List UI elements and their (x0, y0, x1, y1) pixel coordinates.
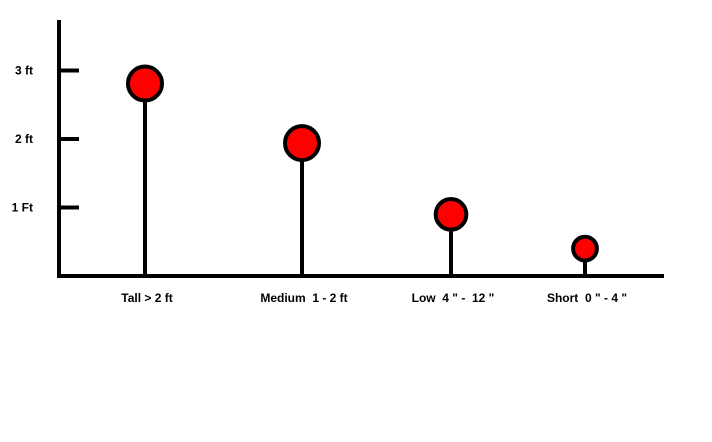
category-label: Low 4 " - 12 " (412, 291, 495, 305)
lollipop-marker (433, 197, 469, 232)
y-tick-label: 3 ft (15, 64, 33, 78)
lollipop-marker (571, 234, 599, 263)
lollipop-marker (126, 64, 164, 103)
y-tick-label: 2 ft (15, 132, 33, 146)
category-label: Short 0 " - 4 " (547, 291, 627, 305)
category-label: Medium 1 - 2 ft (260, 291, 347, 305)
category-label: Tall > 2 ft (121, 291, 172, 305)
y-tick-label: 1 Ft (12, 201, 33, 215)
lollipop-marker (283, 124, 321, 163)
